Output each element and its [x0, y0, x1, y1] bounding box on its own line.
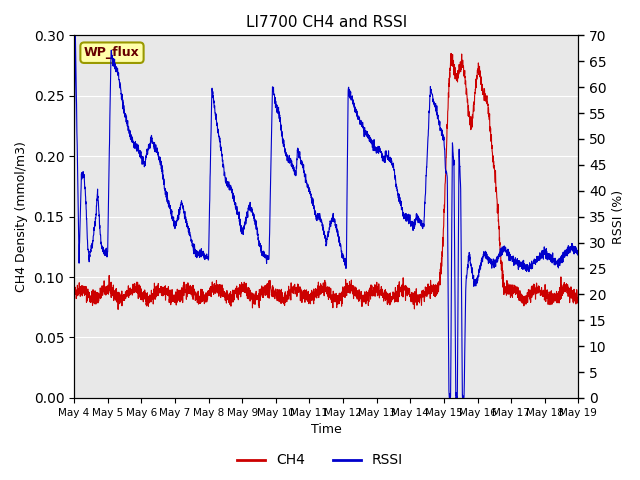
Line: RSSI: RSSI — [74, 36, 579, 398]
RSSI — [575, 252, 582, 258]
Title: LI7700 CH4 and RSSI: LI7700 CH4 and RSSI — [246, 15, 407, 30]
CH4 — [447, 50, 455, 56]
Legend: CH4, RSSI: CH4, RSSI — [232, 448, 408, 473]
X-axis label: Time: Time — [311, 423, 342, 436]
CH4 — [511, 282, 518, 288]
CH4 — [115, 307, 122, 312]
Text: WP_flux: WP_flux — [84, 46, 140, 59]
RSSI — [285, 160, 293, 166]
CH4 — [158, 284, 166, 290]
RSSI — [72, 33, 79, 38]
Y-axis label: RSSI (%): RSSI (%) — [612, 190, 625, 244]
CH4 — [575, 297, 582, 302]
RSSI — [70, 176, 78, 182]
Y-axis label: CH4 Density (mmol/m3): CH4 Density (mmol/m3) — [15, 141, 28, 292]
RSSI — [128, 134, 136, 140]
RSSI — [264, 253, 271, 259]
Line: CH4: CH4 — [74, 53, 579, 310]
RSSI — [158, 168, 166, 174]
CH4 — [264, 294, 271, 300]
CH4 — [565, 286, 573, 291]
RSSI — [565, 247, 573, 253]
CH4 — [70, 289, 78, 295]
CH4 — [285, 291, 293, 297]
CH4 — [128, 289, 136, 295]
RSSI — [445, 395, 453, 401]
RSSI — [511, 258, 518, 264]
